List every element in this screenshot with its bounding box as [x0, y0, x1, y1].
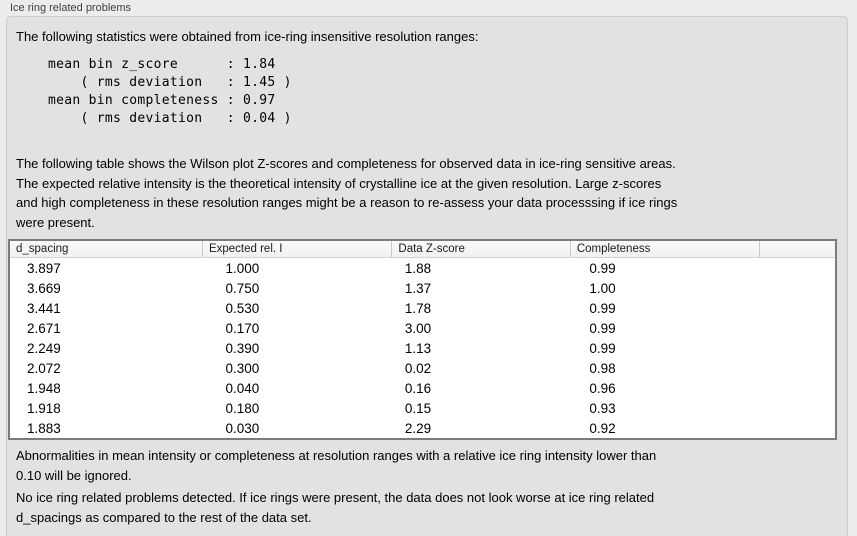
- table-cell: 0.15: [404, 400, 432, 416]
- table-cell: 0.93: [589, 400, 616, 416]
- table-cell: 2.29: [404, 420, 432, 436]
- table-cell: 3.441: [27, 300, 61, 316]
- table-cell: [760, 338, 836, 358]
- table-cell: 0.98: [589, 360, 616, 376]
- table-cell: 0.030: [225, 420, 260, 436]
- table-row[interactable]: 1.883 0.030 2.29 0.92: [9, 418, 836, 439]
- table-cell: [760, 418, 836, 439]
- table-cell: [760, 378, 836, 398]
- table-cell: 1.13: [404, 340, 432, 356]
- table-cell: [760, 278, 836, 298]
- table-cell: 0.180: [225, 400, 260, 416]
- table-row[interactable]: 1.918 0.180 0.15 0.93: [9, 398, 836, 418]
- table-cell: [760, 258, 836, 279]
- table-cell: 1.948: [27, 380, 61, 396]
- table-cell: 0.02: [404, 360, 432, 376]
- table-cell: 3.00: [404, 320, 432, 336]
- table-cell: 2.249: [27, 340, 61, 356]
- table-row[interactable]: 1.948 0.040 0.16 0.96: [9, 378, 836, 398]
- table-cell: 0.99: [589, 300, 616, 316]
- table-header-row: d_spacing Expected rel. I Data Z-score Comp…: [9, 240, 836, 258]
- stats-intro-text: The following statistics were obtained f…: [16, 29, 479, 44]
- table-cell: [760, 398, 836, 418]
- table-cell: 0.530: [225, 300, 260, 316]
- table-cell: 0.750: [225, 280, 260, 296]
- table-cell: 2.072: [27, 360, 61, 376]
- conclusion-text: No ice ring related problems detected. I…: [16, 490, 655, 525]
- table-cell: 0.99: [589, 340, 616, 356]
- mean-bin-stats-block: mean bin z_score : 1.84 ( rms deviation …: [48, 57, 292, 126]
- ice-table-body: 3.897 1.000 1.88 0.99 3.669 0.750 1.37 1.00 3.44…: [9, 258, 836, 440]
- table-cell: 0.170: [225, 320, 260, 336]
- table-cell: 0.300: [225, 360, 260, 376]
- panel-title: Ice ring related problems: [10, 2, 132, 14]
- table-cell: 1.000: [225, 260, 260, 276]
- table-caption-text: The following table shows the Wilson plo…: [16, 156, 678, 230]
- table-cell: [760, 298, 836, 318]
- table-column-header: [759, 240, 836, 258]
- table-row[interactable]: 2.671 0.170 3.00 0.99: [9, 318, 836, 338]
- table-cell: 0.99: [589, 260, 616, 276]
- table-cell: 0.99: [589, 320, 616, 336]
- table-cell: 1.883: [27, 420, 61, 436]
- table-row[interactable]: 2.249 0.390 1.13 0.99: [9, 338, 836, 358]
- table-cell: 2.671: [27, 320, 61, 336]
- table-column-header: Data Z-score: [391, 240, 571, 258]
- ignore-note-text: Abnormalities in mean intensity or compl…: [16, 448, 657, 483]
- table-cell: 3.669: [27, 280, 61, 296]
- table-cell: 1.37: [404, 280, 432, 296]
- table-row[interactable]: 2.072 0.300 0.02 0.98: [9, 358, 836, 378]
- table-cell: [760, 318, 836, 338]
- table-row[interactable]: 3.897 1.000 1.88 0.99: [9, 258, 836, 279]
- ice-ring-table: d_spacing Expected rel. I Data Z-score Comp…: [8, 239, 837, 440]
- table-cell: 1.00: [589, 280, 616, 296]
- table-cell: 0.040: [225, 380, 260, 396]
- table-cell: 1.78: [404, 300, 432, 316]
- table-column-header: d_spacing: [9, 240, 203, 258]
- table-column-header: Expected rel. I: [201, 240, 392, 258]
- table-cell: 0.16: [404, 380, 432, 396]
- table-cell: 1.88: [404, 260, 432, 276]
- table-column-header: Completeness: [569, 240, 760, 258]
- table-cell: 0.96: [589, 380, 616, 396]
- table-cell: 0.92: [589, 420, 616, 436]
- table-row[interactable]: 3.669 0.750 1.37 1.00: [9, 278, 836, 298]
- table-cell: [760, 358, 836, 378]
- table-cell: 1.918: [27, 400, 61, 416]
- table-cell: 0.390: [225, 340, 260, 356]
- table-row[interactable]: 3.441 0.530 1.78 0.99: [9, 298, 836, 318]
- table-cell: 3.897: [27, 260, 61, 276]
